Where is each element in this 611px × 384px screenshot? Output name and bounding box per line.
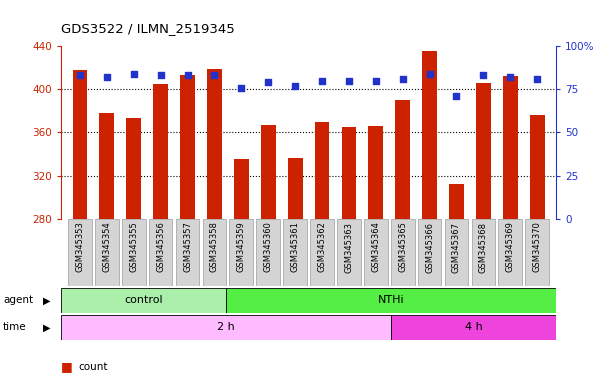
Bar [449, 184, 464, 219]
Bar [530, 115, 544, 219]
Bar [395, 100, 410, 219]
Text: GSM345367: GSM345367 [452, 222, 461, 273]
Bar [203, 219, 226, 286]
Point [344, 78, 354, 84]
Bar [226, 288, 556, 313]
Bar [61, 288, 226, 313]
Text: control: control [124, 295, 163, 306]
Bar [422, 51, 437, 219]
Point [317, 78, 327, 84]
Bar [391, 315, 556, 340]
Text: GSM345370: GSM345370 [533, 222, 542, 272]
Point [236, 84, 246, 91]
Point [371, 78, 381, 84]
Text: GSM345355: GSM345355 [129, 222, 138, 272]
Point [102, 74, 112, 80]
Text: ■: ■ [61, 383, 73, 384]
Text: GSM345362: GSM345362 [318, 222, 326, 272]
Bar [180, 75, 195, 219]
Bar [525, 219, 549, 286]
Bar [68, 219, 92, 286]
Text: GSM345359: GSM345359 [237, 222, 246, 272]
Text: GSM345356: GSM345356 [156, 222, 165, 272]
Text: GSM345353: GSM345353 [75, 222, 84, 272]
Point [290, 83, 300, 89]
Text: GSM345361: GSM345361 [291, 222, 299, 272]
Text: GSM345369: GSM345369 [506, 222, 515, 272]
Text: 2 h: 2 h [217, 322, 235, 333]
Bar [472, 219, 496, 286]
Text: time: time [3, 322, 27, 333]
Point [183, 73, 192, 79]
Text: GSM345358: GSM345358 [210, 222, 219, 272]
Bar [445, 219, 468, 286]
Bar [257, 219, 280, 286]
Text: GSM345364: GSM345364 [371, 222, 380, 272]
Bar [207, 69, 222, 219]
Bar [234, 159, 249, 219]
Bar [499, 219, 522, 286]
Text: ▶: ▶ [43, 322, 50, 333]
Bar [73, 70, 87, 219]
Text: GDS3522 / ILMN_2519345: GDS3522 / ILMN_2519345 [61, 22, 235, 35]
Point [210, 73, 219, 79]
Text: GSM345368: GSM345368 [479, 222, 488, 273]
Text: NTHi: NTHi [378, 295, 404, 306]
Bar [503, 76, 518, 219]
Bar [61, 315, 391, 340]
Point [129, 71, 139, 77]
Text: GSM345365: GSM345365 [398, 222, 407, 272]
Bar [176, 219, 199, 286]
Point [425, 71, 434, 77]
Bar [337, 219, 360, 286]
Bar [100, 113, 114, 219]
Point [263, 79, 273, 85]
Bar [368, 126, 383, 219]
Text: GSM345354: GSM345354 [102, 222, 111, 272]
Text: GSM345360: GSM345360 [264, 222, 273, 272]
Bar [261, 125, 276, 219]
Point [75, 73, 85, 79]
Bar [310, 219, 334, 286]
Point [398, 76, 408, 82]
Bar [288, 158, 302, 219]
Text: ■: ■ [61, 360, 73, 373]
Text: GSM345366: GSM345366 [425, 222, 434, 273]
Bar [315, 122, 329, 219]
Bar [476, 83, 491, 219]
Text: count: count [78, 362, 108, 372]
Bar [391, 219, 414, 286]
Bar [418, 219, 441, 286]
Point [505, 74, 515, 80]
Bar [95, 219, 119, 286]
Bar [122, 219, 145, 286]
Point [478, 73, 488, 79]
Text: ▶: ▶ [43, 295, 50, 306]
Text: GSM345357: GSM345357 [183, 222, 192, 272]
Point [156, 73, 166, 79]
Point [532, 76, 542, 82]
Text: GSM345363: GSM345363 [345, 222, 353, 273]
Bar [284, 219, 307, 286]
Bar [230, 219, 253, 286]
Text: 4 h: 4 h [464, 322, 483, 333]
Bar [342, 127, 356, 219]
Bar [153, 84, 168, 219]
Text: agent: agent [3, 295, 33, 306]
Bar [149, 219, 172, 286]
Point [452, 93, 461, 99]
Bar [126, 118, 141, 219]
Bar [364, 219, 387, 286]
